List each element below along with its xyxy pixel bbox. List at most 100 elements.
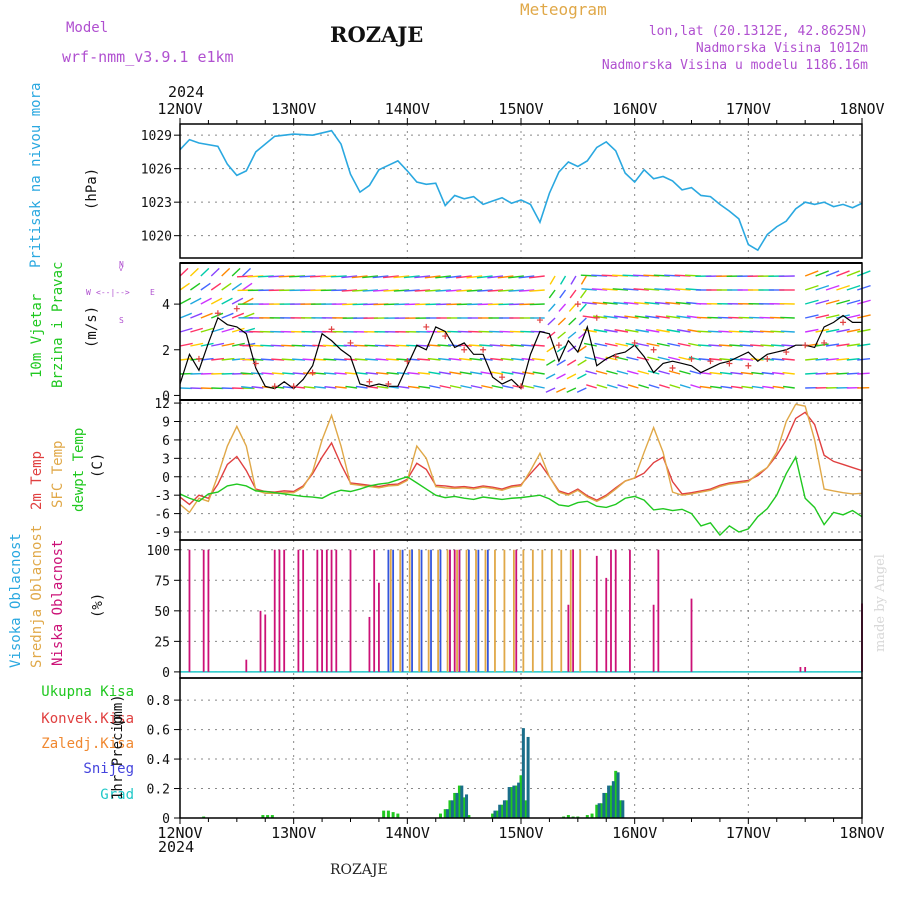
ytick-label-pressure: 1023 [141,196,172,211]
wind-arrow [815,270,829,277]
wind-arrow [210,312,224,319]
wind-arrow [557,317,567,326]
precip-rain-bar [524,800,528,818]
wind-arrow [677,329,691,333]
ytick-label-temp: 3 [162,452,170,467]
wind-arrow [633,288,649,291]
wind-arrow [458,357,472,361]
wind-gust-point [555,342,562,349]
ytick-label-precip: 0.6 [147,724,170,739]
wind-arrow [334,372,347,375]
wind-arrow [638,384,650,389]
wind-arrow [239,358,253,361]
wind-arrow [614,329,629,333]
wind-arrow [846,328,861,333]
wind-arrow [627,370,639,375]
wind-arrow [221,357,235,361]
wind-arrow [559,289,567,299]
wind-arrow [581,288,597,291]
legend-freezing-rain: Zaledj.Kisa [41,736,134,752]
precip-snow-bar [616,772,620,818]
wind-arrow [341,289,358,292]
precip-snow-bar [602,792,606,818]
wind-arrow [709,371,722,375]
wind-arrow [502,385,514,389]
precip-rain-bar [382,810,386,818]
wind-arrow [825,357,839,361]
wind-arrow [407,385,420,389]
wind-arrow [593,315,608,319]
wind-arrow [479,357,493,361]
wind-arrow [577,359,587,366]
wind-arrow [668,370,681,375]
wind-arrow [815,357,829,361]
wind-arrow [772,371,785,375]
precip-rain-bar [386,810,390,818]
ytick-label-temp: 0 [162,471,170,486]
temp-line-2 [179,455,863,537]
wind-arrow [438,357,451,361]
wind-arrow [697,344,712,347]
wind-arrow [469,357,483,361]
wind-arrow [846,284,861,291]
wind-arrow [445,275,462,279]
precip-rain-bar [448,800,452,818]
wind-arrow [805,372,818,375]
precip-snow-bar [446,809,450,818]
wind-gust-point [612,353,619,360]
wind-arrow [489,344,504,347]
wind-arrow [699,385,712,389]
precip-rain-bar [266,815,270,818]
wind-arrow [508,275,524,279]
wind-arrow [355,385,368,389]
wind-arrow [836,343,850,347]
precip-rain-bar [261,815,265,818]
wind-arrow [675,288,691,291]
wind-arrow [710,385,722,389]
wind-arrow [577,345,587,353]
wind-arrow [556,373,566,380]
wind-arrow [615,356,629,361]
wind-arrow [770,344,785,347]
wind-arrow [323,372,337,375]
wind-arrow [568,303,577,312]
ytick-label-pressure: 1026 [141,163,172,178]
wind-gust-point [480,346,487,353]
wind-arrow [604,329,618,333]
precip-snow-bar [611,781,615,818]
wind-gust-point [423,323,430,330]
wind-arrow [658,370,670,375]
wind-arrow [804,270,819,277]
legend-snow: Snijeg [83,761,134,777]
precip-rain-bar [457,785,461,818]
wind-arrow [825,270,840,277]
wind-arrow [481,385,493,389]
ytick-label-temp: -3 [154,489,170,504]
wind-gust-point [328,326,335,333]
ytick-label-cloud: 50 [154,605,170,620]
wind-arrow [490,357,504,361]
wind-arrow [460,385,472,389]
wind-arrow [665,315,681,319]
wind-arrow [333,358,347,361]
wind-arrow [242,282,253,291]
wind-arrow [200,312,213,319]
wind-arrow [344,358,358,361]
wind-arrow [645,329,660,333]
wind-arrow [393,275,410,279]
wind-gust-point [669,365,676,372]
wind-arrow [659,384,670,389]
wind-gust-point [252,360,259,367]
wind-arrow [477,289,493,292]
wind-arrow [548,289,556,299]
wind-gust-point [688,355,695,362]
wind-arrow [780,330,795,333]
wind-arrow [836,328,850,333]
wind-arrow [221,327,235,333]
wind-arrow [470,385,483,389]
ytick-label-precip: 0.2 [147,783,170,798]
wind-arrow [510,344,524,347]
wind-gust-point [233,305,240,312]
wind-arrow [418,385,431,389]
ytick-label-precip: 0 [162,812,170,827]
